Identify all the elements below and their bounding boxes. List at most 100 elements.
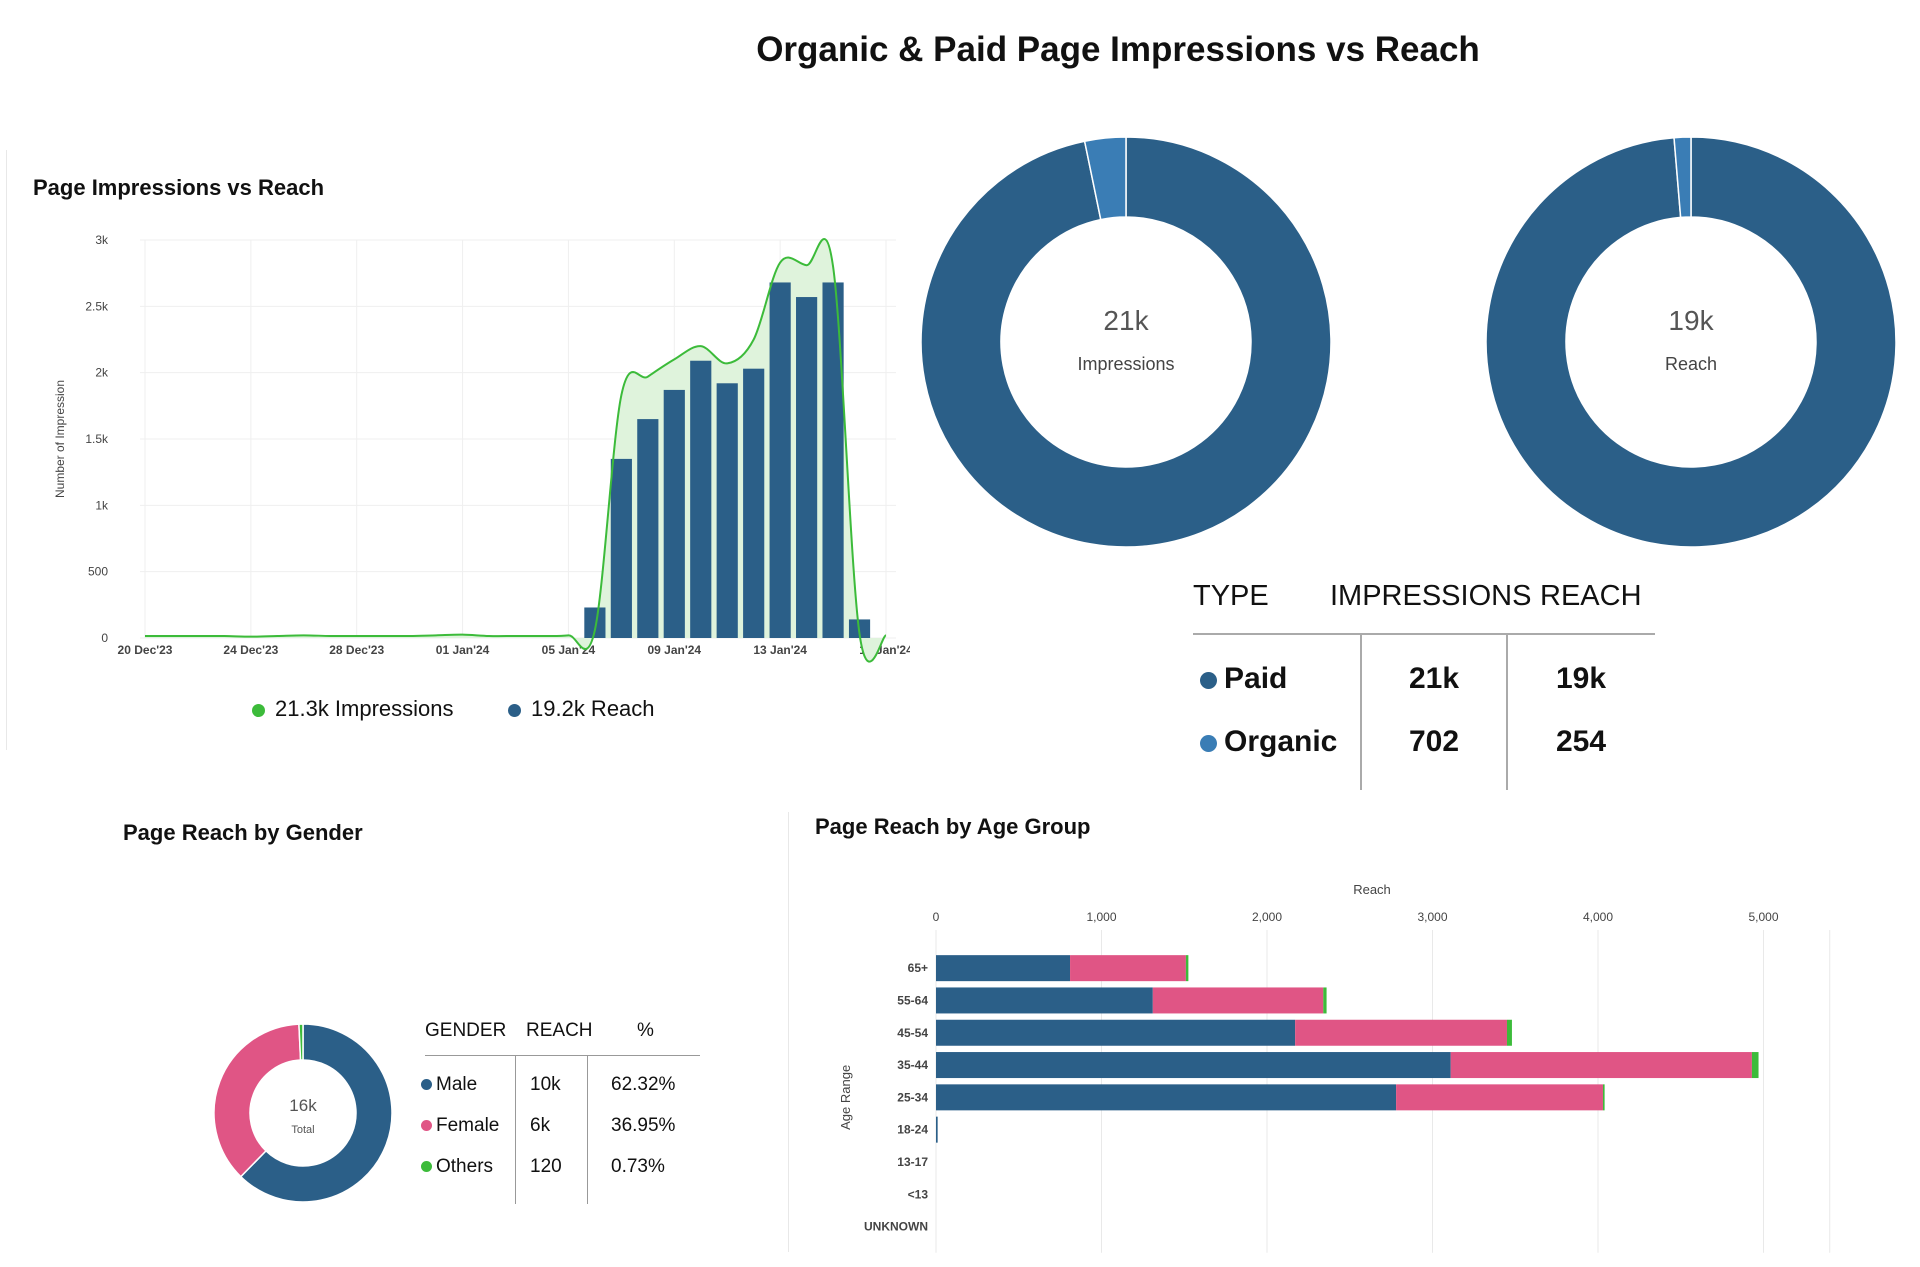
reach-bar	[690, 360, 712, 638]
type-row-organic: Organic	[1200, 725, 1337, 759]
donut-center-label: Reach	[1665, 354, 1717, 374]
x-tick-label: 24 Dec'23	[223, 643, 278, 657]
legend-reach-label: 19.2k Reach	[531, 696, 655, 721]
x-tick-label: 5,000	[1748, 910, 1778, 924]
y-tick-label: 65+	[908, 961, 928, 975]
paid-reach: 19k	[1556, 662, 1607, 695]
others-bar-segment	[1323, 987, 1327, 1014]
y-tick-label: 2.5k	[85, 299, 109, 313]
y-tick-label: 2k	[95, 366, 109, 380]
female-slice	[213, 1023, 302, 1178]
female-bar-segment	[1295, 1019, 1507, 1046]
gender-reach-header: REACH	[526, 1020, 593, 1041]
female-swatch	[421, 1120, 432, 1132]
x-tick-label: 13 Jan'24	[753, 643, 807, 657]
y-tick-label: 25-34	[897, 1090, 928, 1104]
reach-bar	[743, 368, 765, 638]
legend-impressions-swatch	[252, 703, 265, 717]
reach-bar	[796, 297, 818, 638]
x-tick-label: 09 Jan'24	[648, 643, 702, 657]
male-swatch	[421, 1079, 432, 1091]
y-tick-label: 35-44	[897, 1058, 928, 1072]
male-bar-segment	[936, 1019, 1296, 1046]
donut-center-value: 16k	[289, 1096, 317, 1115]
x-tick-label: 3,000	[1417, 910, 1447, 924]
y-tick-label: 1k	[95, 498, 109, 512]
reach-bar	[716, 383, 738, 638]
legend-impressions-label: 21.3k Impressions	[275, 696, 454, 721]
x-tick-label: 01 Jan'24	[436, 643, 490, 657]
paid-swatch	[1200, 671, 1217, 689]
legend-reach-swatch	[508, 703, 521, 717]
type-table-header-rule	[1193, 633, 1655, 635]
impressions-donut: 21k Impressions	[920, 136, 1332, 548]
y-tick-label: 3k	[95, 233, 109, 247]
x-tick-label: 0	[933, 910, 940, 924]
paid-label: Paid	[1224, 662, 1288, 695]
reach-bar	[769, 282, 791, 638]
others-swatch	[421, 1161, 432, 1173]
male-pct: 62.32%	[611, 1074, 676, 1095]
x-tick-label: 20 Dec'23	[118, 643, 173, 657]
type-table-col-divider	[1506, 635, 1508, 790]
male-slice	[239, 1023, 393, 1203]
gender-table: GENDER REACH % Male 10k 62.32% Female 6k…	[420, 1010, 710, 1210]
panel-divider	[6, 150, 7, 750]
impressions-line	[145, 238, 887, 663]
gender-header: GENDER	[425, 1020, 507, 1041]
organic-impressions: 702	[1409, 725, 1460, 758]
donut-center-label: Total	[291, 1124, 314, 1136]
y-tick-label: 500	[88, 565, 108, 579]
reach-donut: 19k Reach	[1485, 136, 1897, 548]
y-axis-label: Age Range	[838, 1065, 853, 1130]
legend-reach[interactable]: 19.2k Reach	[508, 696, 655, 722]
y-tick-label: 18-24	[897, 1123, 928, 1137]
male-reach: 10k	[530, 1074, 561, 1095]
gender-row-male: Male	[421, 1074, 477, 1096]
x-tick-label: 1,000	[1086, 910, 1116, 924]
type-table: TYPE IMPRESSIONS REACH Paid 21k 19k Orga…	[1190, 570, 1660, 795]
others-bar-segment	[1751, 1052, 1759, 1079]
impressions-panel: Page Impressions vs Reach	[0, 150, 900, 750]
reach-bar	[637, 419, 659, 638]
others-slice	[298, 1023, 304, 1061]
gender-pct-header: %	[637, 1020, 654, 1041]
y-axis-label: Number of Impression	[53, 380, 67, 498]
female-bar-segment	[1152, 987, 1324, 1014]
age-chart-title: Page Reach by Age Group	[815, 814, 1091, 839]
others-pct: 0.73%	[611, 1156, 665, 1177]
reach-bar	[663, 389, 685, 638]
gender-donut: 16k Total	[213, 1023, 393, 1203]
gender-table-col-divider	[587, 1056, 588, 1204]
y-tick-label: <13	[908, 1187, 929, 1201]
paid-impressions: 21k	[1409, 662, 1460, 695]
y-tick-label: 0	[101, 631, 108, 645]
gender-table-header-rule	[425, 1055, 700, 1056]
gender-table-col-divider	[515, 1056, 516, 1204]
type-table-col-divider	[1360, 635, 1362, 790]
gender-row-others: Others	[421, 1156, 493, 1178]
legend-impressions[interactable]: 21.3k Impressions	[252, 696, 454, 722]
female-label: Female	[436, 1115, 500, 1136]
donut-center-label: Impressions	[1077, 354, 1174, 374]
organic-reach: 254	[1556, 725, 1607, 758]
x-tick-label: 2,000	[1252, 910, 1282, 924]
impressions-chart-title: Page Impressions vs Reach	[33, 175, 325, 200]
age-panel-divider	[788, 812, 789, 1252]
male-label: Male	[436, 1074, 478, 1095]
reach-header: REACH	[1540, 580, 1642, 612]
age-chart: Reach 0 1,000 2,000 3,000 4,000 5,000 Age Range…	[838, 882, 1831, 1253]
organic-label: Organic	[1224, 725, 1338, 758]
main-title: Organic & Paid Page Impressions vs Reach	[756, 30, 1480, 69]
male-bar-segment	[936, 987, 1153, 1014]
x-tick-label: 4,000	[1583, 910, 1613, 924]
gender-row-female: Female	[421, 1115, 499, 1137]
donut-center-value: 21k	[1103, 305, 1149, 336]
x-axis-label: Reach	[1353, 882, 1391, 897]
others-label: Others	[436, 1156, 494, 1177]
female-reach: 6k	[530, 1115, 551, 1136]
x-tick-label: 28 Dec'23	[329, 643, 384, 657]
others-bar-segment	[1602, 1084, 1605, 1111]
y-tick-label: 1.5k	[85, 432, 109, 446]
reach-bar	[610, 458, 632, 638]
